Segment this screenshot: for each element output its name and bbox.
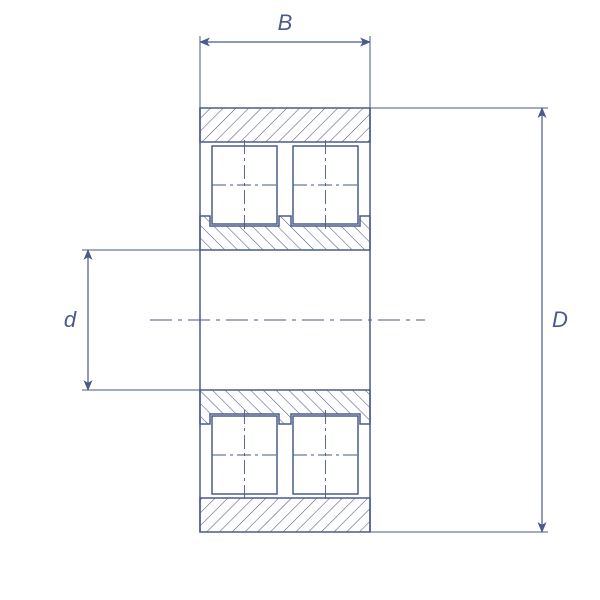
dim-label-B: B xyxy=(278,10,293,35)
outer-ring-bottom xyxy=(200,498,370,532)
dim-label-d: d xyxy=(64,307,77,332)
bearing-diagram: B Dd xyxy=(0,0,600,600)
dim-label-D: D xyxy=(552,307,568,332)
cross-section xyxy=(150,108,425,532)
outer-ring-top xyxy=(200,108,370,142)
